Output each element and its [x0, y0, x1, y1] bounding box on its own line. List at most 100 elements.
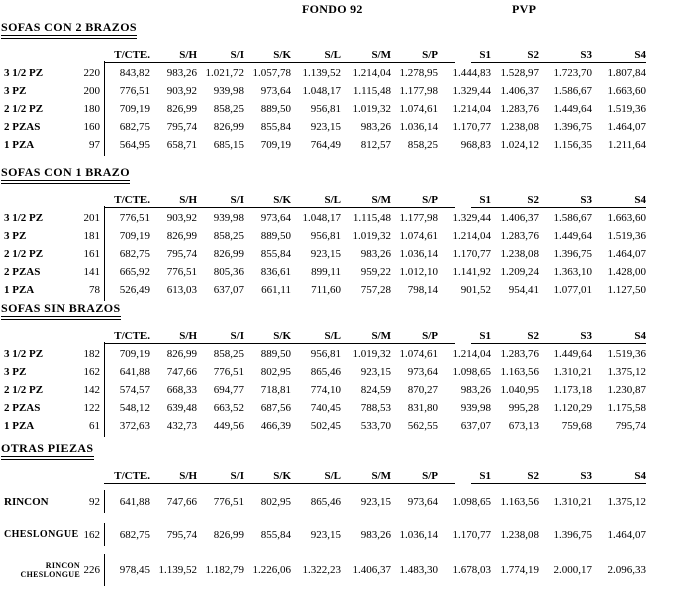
price-cell: 548,12: [119, 402, 150, 414]
price-cell: 826,99: [213, 528, 244, 541]
price-cell: 903,92: [166, 85, 197, 97]
price-cell: 973,64: [260, 85, 291, 97]
row-size: 226: [83, 564, 101, 576]
price-cell: 939,98: [460, 402, 491, 414]
row-size: 122: [83, 402, 101, 414]
row-label: 3 1/2 PZ: [4, 348, 44, 360]
price-cell: 1.444,83: [452, 67, 492, 79]
table-row: 2 PZAS 122 548,12 639,48 663,52 687,56 740,45 7…: [0, 399, 673, 417]
price-cell: 613,03: [166, 284, 197, 296]
row-size: 182: [83, 348, 101, 360]
table-row: 2 1/2 PZ 161 682,75 795,74 826,99 855,84 923,1…: [0, 245, 673, 263]
price-cell: 802,95: [260, 495, 291, 508]
table-row: 3 1/2 PZ 201 776,51 903,92 939,98 973,64 1.048…: [0, 209, 673, 227]
table-row: 1 PZA 97 564,95 658,71 685,15 709,19 764,49 812…: [0, 136, 673, 154]
price-cell: 1.036,14: [399, 121, 439, 133]
row-label: 3 1/2 PZ: [4, 212, 44, 224]
column-header: T/CTE.: [114, 330, 150, 342]
row-label: 2 PZAS: [4, 266, 41, 278]
price-cell: 1.019,32: [352, 348, 392, 360]
price-cell: 740,45: [310, 402, 341, 414]
price-cell: 1.021,72: [205, 67, 245, 79]
column-header: S3: [580, 470, 592, 482]
column-separator-line: [104, 554, 105, 586]
price-cell: 1.214,04: [452, 230, 492, 242]
column-header: S4: [634, 49, 646, 61]
price-cell: 1.163,56: [500, 366, 540, 378]
price-cell: 1.115,48: [352, 85, 391, 97]
fondo-92-group-header: FONDO 92: [302, 2, 363, 16]
price-cell: 956,81: [310, 230, 341, 242]
section-title: SOFAS CON 1 BRAZO: [1, 165, 673, 184]
price-cell: 1.238,08: [500, 528, 540, 541]
column-header: S/K: [273, 470, 291, 482]
column-header: S/K: [273, 49, 291, 61]
price-cell: 685,15: [213, 139, 244, 151]
price-cell: 858,25: [213, 103, 244, 115]
price-cell: 954,41: [508, 284, 539, 296]
column-header: S1: [479, 330, 491, 342]
price-cell: 855,84: [260, 528, 291, 541]
row-label: RINCON: [4, 495, 49, 508]
section-rows: 3 1/2 PZ 182 709,19 826,99 858,25 889,50 956,8…: [0, 342, 673, 437]
column-header-row: T/CTE. S/H S/I S/K S/L S/M S/P S1 S2 S3 S4: [0, 44, 673, 63]
table-row: 3 PZ 162 641,88 747,66 776,51 802,95 865,46 923…: [0, 363, 673, 381]
price-cell: 1.363,10: [553, 266, 593, 278]
row-label: 1 PZA: [4, 139, 35, 151]
price-section: SOFAS CON 1 BRAZO T/CTE. S/H S/I S/K S/L S/M S/…: [0, 165, 673, 301]
price-cell: 1.406,37: [500, 85, 540, 97]
price-cell: 1.519,36: [607, 230, 647, 242]
column-header: S4: [634, 470, 646, 482]
price-cell: 973,64: [407, 366, 438, 378]
price-cell: 956,81: [310, 348, 341, 360]
row-size: 162: [83, 528, 101, 541]
price-cell: 1.406,37: [352, 564, 392, 576]
price-cell: 1.310,21: [553, 366, 593, 378]
column-header: S/M: [371, 194, 391, 206]
price-cell: 812,57: [360, 139, 391, 151]
header-underline-pvp: [471, 483, 646, 484]
row-size: 92: [89, 495, 100, 508]
price-cell: 1.238,08: [500, 248, 540, 260]
table-row: 3 PZ 181 709,19 826,99 858,25 889,50 956,81 1.0…: [0, 227, 673, 245]
price-cell: 1.464,07: [607, 121, 647, 133]
section-rows: 3 1/2 PZ 201 776,51 903,92 939,98 973,64 1.048…: [0, 206, 673, 301]
price-cell: 747,66: [166, 495, 197, 508]
row-label-line: CHESLONGUE: [20, 570, 80, 579]
price-cell: 855,84: [260, 121, 291, 133]
row-size: 200: [83, 85, 101, 97]
price-cell: 795,74: [166, 528, 197, 541]
price-cell: 899,11: [311, 266, 341, 278]
price-cell: 889,50: [260, 348, 291, 360]
column-header: S/K: [273, 330, 291, 342]
price-cell: 2.000,17: [553, 564, 593, 576]
price-section: SOFAS CON 2 BRAZOS T/CTE. S/H S/I S/K S/L S/M S…: [0, 20, 673, 156]
price-cell: 709,19: [119, 230, 150, 242]
price-cell: 637,07: [460, 420, 491, 432]
price-cell: 939,98: [213, 85, 244, 97]
row-label: 2 1/2 PZ: [4, 103, 44, 115]
price-cell: 973,64: [407, 495, 438, 508]
price-cell: 682,75: [119, 248, 150, 260]
price-cell: 1.663,60: [607, 212, 647, 224]
price-cell: 903,92: [166, 212, 197, 224]
price-section: SOFAS SIN BRAZOS T/CTE. S/H S/I S/K S/L S/M S/P…: [0, 301, 673, 437]
price-cell: 870,27: [407, 384, 438, 396]
column-header: S1: [479, 49, 491, 61]
price-cell: 564,95: [119, 139, 150, 151]
column-header: S/H: [179, 49, 197, 61]
price-cell: 1.036,14: [399, 248, 439, 260]
table-row: 2 PZAS 160 682,75 795,74 826,99 855,84 923,15 9…: [0, 118, 673, 136]
table-row: 2 1/2 PZ 142 574,57 668,33 694,77 718,81 774,1…: [0, 381, 673, 399]
price-cell: 1.177,98: [399, 212, 439, 224]
price-cell: 1.519,36: [607, 348, 647, 360]
price-cell: 637,07: [213, 284, 244, 296]
price-cell: 865,46: [310, 495, 341, 508]
price-cell: 795,74: [615, 420, 646, 432]
price-cell: 1.449,64: [553, 230, 593, 242]
price-cell: 711,60: [311, 284, 341, 296]
column-separator-line: [104, 523, 105, 546]
price-cell: 923,15: [310, 528, 341, 541]
price-cell: 1.310,21: [553, 495, 593, 508]
price-cell: 968,83: [460, 139, 491, 151]
